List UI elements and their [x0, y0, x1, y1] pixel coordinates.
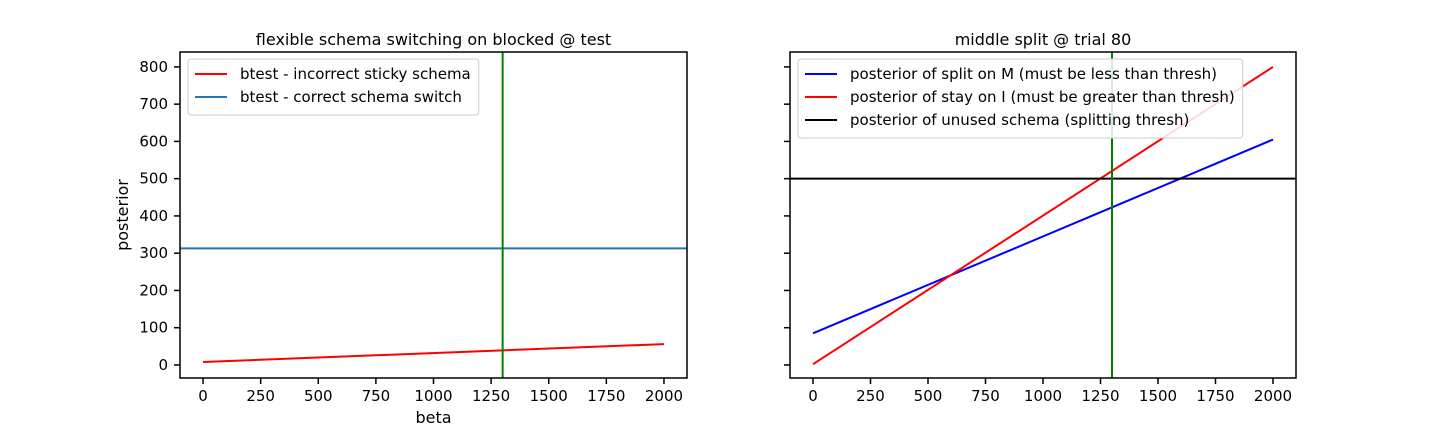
x-tick-label: 500 — [914, 387, 943, 405]
y-axis-label: posterior — [113, 179, 132, 251]
y-tick-label: 500 — [139, 170, 168, 188]
x-tick-label: 1750 — [587, 387, 625, 405]
y-tick-label: 400 — [139, 207, 168, 225]
chart-title: flexible schema switching on blocked @ t… — [256, 30, 611, 49]
x-tick-label: 0 — [808, 387, 818, 405]
x-tick-label: 500 — [304, 387, 333, 405]
x-tick-label: 2000 — [645, 387, 683, 405]
chart-title: middle split @ trial 80 — [955, 30, 1132, 49]
x-tick-label: 1500 — [530, 387, 568, 405]
x-tick-label: 750 — [362, 387, 391, 405]
y-tick-label: 800 — [139, 58, 168, 76]
x-tick-label: 1250 — [1081, 387, 1119, 405]
x-tick-label: 250 — [856, 387, 885, 405]
x-tick-label: 1750 — [1196, 387, 1234, 405]
x-tick-label: 250 — [246, 387, 275, 405]
x-tick-label: 1500 — [1139, 387, 1177, 405]
y-tick-label: 700 — [139, 95, 168, 113]
series-line-1 — [812, 138, 1274, 335]
legend: btest - incorrect sticky schema btest - c… — [187, 58, 480, 116]
legend-label: posterior of unused schema (splitting th… — [850, 111, 1189, 129]
series-line-1 — [203, 343, 664, 363]
y-tick-label: 600 — [139, 132, 168, 150]
legend-label: btest - incorrect sticky schema — [240, 65, 471, 83]
chart-panel-2: 0 250 500 750 1000 1250 1500 1750 2000 middle spl… — [784, 30, 1297, 405]
chart-panel-1: 0 250 500 750 1000 1250 1500 1750 2000 0 100 200 300… — [113, 30, 688, 427]
x-tick-label: 750 — [971, 387, 1000, 405]
y-tick-label: 200 — [139, 281, 168, 299]
legend-box — [187, 58, 480, 116]
legend-box — [797, 58, 1244, 139]
x-tick-label: 1000 — [1024, 387, 1062, 405]
legend-label: btest - correct schema switch — [240, 88, 462, 106]
y-tick-label: 0 — [158, 356, 168, 374]
x-axis-label: beta — [415, 408, 451, 427]
x-tick-label: 0 — [198, 387, 208, 405]
series-group — [180, 52, 687, 378]
y-tick-label: 300 — [139, 244, 168, 262]
x-tick-label: 1000 — [414, 387, 452, 405]
y-tick-label: 100 — [139, 319, 168, 337]
legend-label: posterior of stay on I (must be greater … — [850, 88, 1235, 106]
x-tick-label: 2000 — [1254, 387, 1292, 405]
x-tick-label: 1250 — [472, 387, 510, 405]
legend-label: posterior of split on M (must be less th… — [850, 65, 1217, 83]
legend: posterior of split on M (must be less th… — [797, 58, 1244, 139]
